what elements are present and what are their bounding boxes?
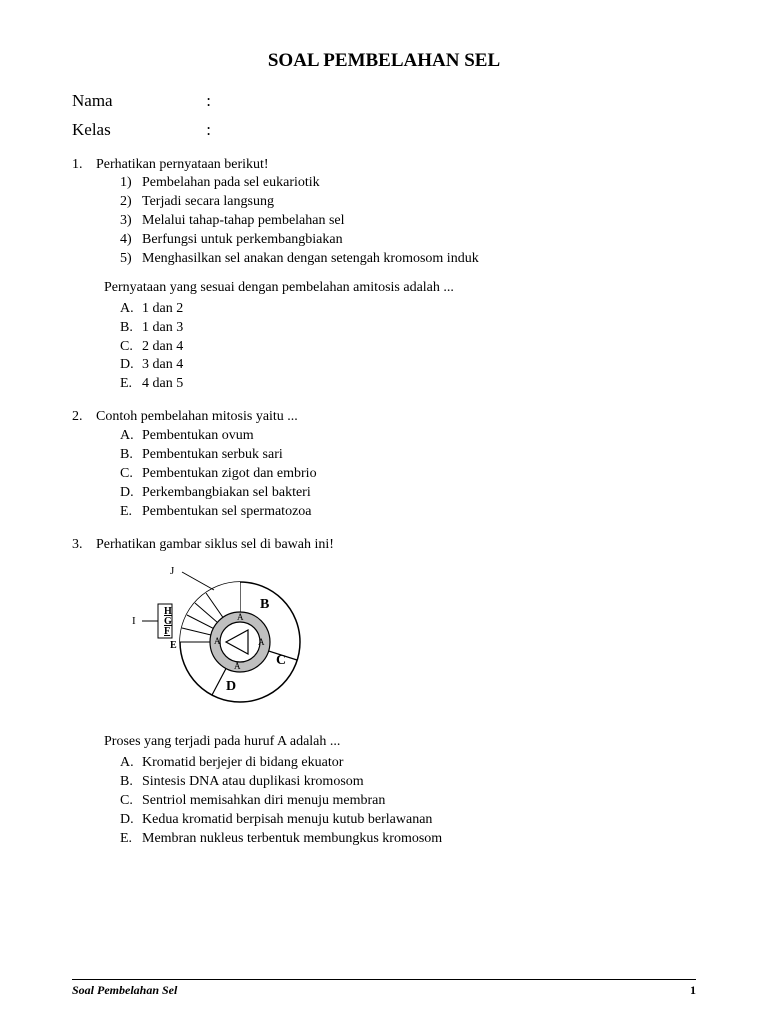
q3-opt-marker: C. <box>120 792 133 811</box>
q3-opt-text: Membran nukleus terbentuk membungkus kro… <box>142 831 442 846</box>
footer-title: Soal Pembelahan Sel <box>72 982 177 998</box>
q1-sub-marker: 4) <box>120 231 132 250</box>
q1-sub-marker: 2) <box>120 193 132 212</box>
q3-opt-text: Kromatid berjejer di bidang ekuator <box>142 755 343 770</box>
q2-opt-marker: B. <box>120 446 133 465</box>
svg-text:I: I <box>132 615 136 627</box>
q1-sub-text: Menghasilkan sel anakan dengan setengah … <box>142 251 479 266</box>
q3-question-text: Proses yang terjadi pada huruf A adalah … <box>72 733 696 752</box>
svg-text:A: A <box>258 637 265 647</box>
colon: : <box>206 120 211 139</box>
q3-opt-marker: B. <box>120 773 133 792</box>
q2-opt-marker: C. <box>120 465 133 484</box>
q3-opt-marker: E. <box>120 830 132 849</box>
q1-opt-text: 1 dan 3 <box>142 320 183 335</box>
q1-question-text: Pernyataan yang sesuai dengan pembelahan… <box>72 279 696 298</box>
q1-sub-text: Berfungsi untuk perkembangbiakan <box>142 232 343 247</box>
svg-text:F: F <box>164 626 170 637</box>
q2-opt-text: Perkembangbiakan sel bakteri <box>142 485 311 500</box>
q3-options: A. Kromatid berjejer di bidang ekuator B.… <box>72 754 696 848</box>
q2-opt-text: Pembentukan ovum <box>142 428 254 443</box>
q3-opt-marker: A. <box>120 754 134 773</box>
q3-number: 3. <box>72 536 83 555</box>
q3-diagram: B C D A A A A J H G F E I <box>72 564 696 721</box>
q2-options: A. Pembentukan ovum B. Pembentukan serbuk … <box>72 427 696 521</box>
q1-opt-text: 4 dan 5 <box>142 376 183 391</box>
q1-opt-text: 2 dan 4 <box>142 339 183 354</box>
question-1: 1. Perhatikan pernyataan berikut! 1) Pemb… <box>72 156 696 395</box>
q3-opt-marker: D. <box>120 811 134 830</box>
svg-text:A: A <box>237 612 244 622</box>
svg-text:D: D <box>226 679 236 694</box>
q1-number: 1. <box>72 156 83 175</box>
q1-opt-marker: E. <box>120 375 132 394</box>
q2-stem: Contoh pembelahan mitosis yaitu ... <box>96 409 298 424</box>
q1-opt-marker: A. <box>120 300 134 319</box>
q3-opt-text: Sintesis DNA atau duplikasi kromosom <box>142 774 364 789</box>
svg-text:C: C <box>276 653 286 668</box>
q2-opt-marker: E. <box>120 503 132 522</box>
q3-opt-text: Kedua kromatid berpisah menuju kutub ber… <box>142 812 432 827</box>
q2-opt-text: Pembentukan serbuk sari <box>142 447 283 462</box>
svg-text:J: J <box>170 565 175 577</box>
q1-sub-marker: 1) <box>120 174 132 193</box>
page-footer: Soal Pembelahan Sel 1 <box>72 979 696 998</box>
colon: : <box>206 91 211 110</box>
name-label: Nama <box>72 90 202 113</box>
q2-number: 2. <box>72 408 83 427</box>
cell-cycle-diagram-icon: B C D A A A A J H G F E I <box>120 564 340 714</box>
q1-options: A.1 dan 2 B.1 dan 3 C.2 dan 4 D.3 dan 4 … <box>72 300 696 394</box>
q1-statements: 1) Pembelahan pada sel eukariotik 2) Terja… <box>72 174 696 268</box>
question-3: 3. Perhatikan gambar siklus sel di bawah… <box>72 536 696 849</box>
q3-opt-text: Sentriol memisahkan diri menuju membran <box>142 793 385 808</box>
q1-opt-marker: C. <box>120 338 133 357</box>
q1-sub-text: Pembelahan pada sel eukariotik <box>142 175 320 190</box>
page-title: SOAL PEMBELAHAN SEL <box>72 48 696 74</box>
q2-opt-marker: D. <box>120 484 134 503</box>
q2-opt-text: Pembentukan sel spermatozoa <box>142 504 312 519</box>
q3-stem: Perhatikan gambar siklus sel di bawah in… <box>96 537 334 552</box>
q1-sub-marker: 5) <box>120 250 132 269</box>
q1-sub-text: Terjadi secara langsung <box>142 194 274 209</box>
q1-opt-text: 3 dan 4 <box>142 357 183 372</box>
q1-sub-text: Melalui tahap-tahap pembelahan sel <box>142 213 345 228</box>
q1-opt-marker: D. <box>120 356 134 375</box>
q1-opt-text: 1 dan 2 <box>142 301 183 316</box>
q2-opt-marker: A. <box>120 427 134 446</box>
q2-opt-text: Pembentukan zigot dan embrio <box>142 466 317 481</box>
q1-opt-marker: B. <box>120 319 133 338</box>
q1-sub-marker: 3) <box>120 212 132 231</box>
svg-text:E: E <box>170 640 177 651</box>
name-field: Nama : <box>72 90 696 113</box>
class-label: Kelas <box>72 119 202 142</box>
svg-text:A: A <box>214 636 221 646</box>
q1-stem: Perhatikan pernyataan berikut! <box>96 157 269 172</box>
svg-text:B: B <box>260 597 269 612</box>
svg-text:A: A <box>234 661 241 671</box>
class-field: Kelas : <box>72 119 696 142</box>
page-number: 1 <box>690 982 696 998</box>
question-2: 2. Contoh pembelahan mitosis yaitu ... A… <box>72 408 696 521</box>
